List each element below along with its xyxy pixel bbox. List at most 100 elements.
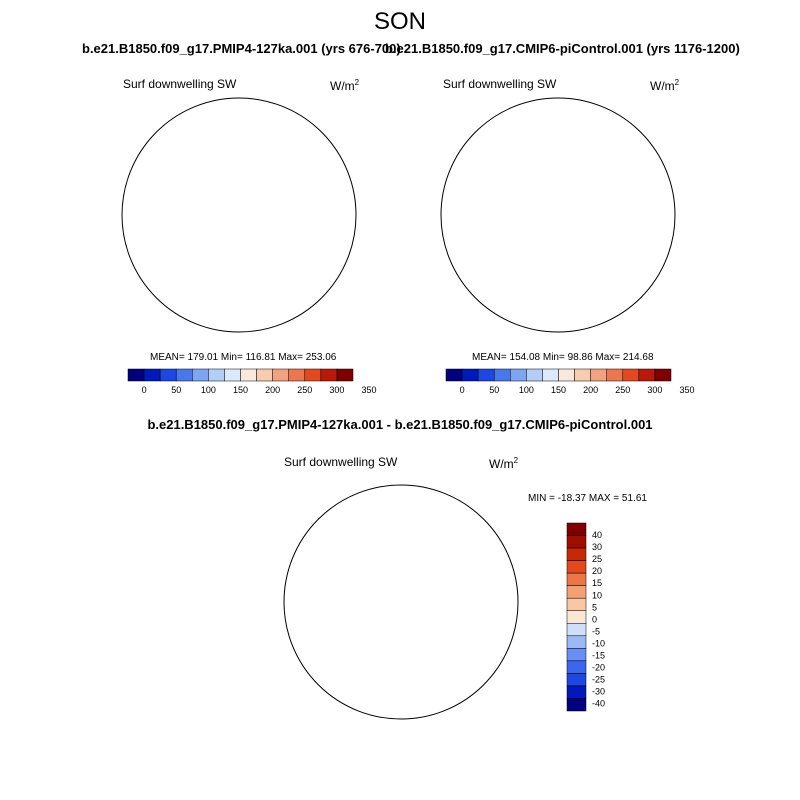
colorbar-swatch xyxy=(127,368,145,382)
colorbar-swatch xyxy=(510,368,527,382)
colorbar-tick-label: 350 xyxy=(362,385,377,395)
colorbar-swatch xyxy=(493,368,511,382)
colorbar-swatch xyxy=(566,635,587,649)
colorbar-swatch xyxy=(288,368,306,382)
field-contour xyxy=(165,127,331,300)
panel-left-stats: MEAN= 179.01 Min= 116.81 Max= 253.06 xyxy=(150,352,337,363)
coastline-peninsula xyxy=(486,199,503,240)
field-contour xyxy=(498,570,505,602)
colorbar-swatch xyxy=(574,368,591,382)
colorbar-tick-label: -10 xyxy=(592,638,605,648)
field-contour xyxy=(588,175,622,246)
field-contour xyxy=(273,220,299,273)
colorbar-tick-label: 0 xyxy=(142,385,147,395)
colorbar-swatch xyxy=(477,368,495,382)
colorbar-tick-label: 40 xyxy=(592,530,602,540)
colorbar-tick-label: 200 xyxy=(265,385,280,395)
colorbar-tick-label: 0 xyxy=(592,614,597,624)
colorbar-tick-label: 0 xyxy=(460,385,465,395)
colorbar-tick-label: 150 xyxy=(233,385,248,395)
colorbar-swatch xyxy=(304,368,322,382)
difference-title: b.e21.B1850.f09_g17.PMIP4-127ka.001 - b.… xyxy=(147,417,653,432)
figure-title: SON xyxy=(373,8,426,35)
colorbar-swatch xyxy=(590,368,607,382)
field-contour xyxy=(417,490,429,510)
colorbar-tick-label: 150 xyxy=(551,385,566,395)
colorbar-swatch xyxy=(638,368,656,382)
difference-stats: MIN = -18.37 MAX = 51.61 xyxy=(528,493,647,504)
colorbar-tick-label: -25 xyxy=(592,675,605,685)
colorbar-tick-label: 50 xyxy=(171,385,181,395)
field-contour xyxy=(324,535,484,676)
coastline xyxy=(167,157,307,284)
coastline xyxy=(329,544,469,671)
colorbar-tick-label: 10 xyxy=(592,590,602,600)
field-contour xyxy=(220,150,320,285)
colorbar-tick-label: 250 xyxy=(615,385,630,395)
colorbar-swatch xyxy=(566,585,587,599)
colorbar-tick-label: 200 xyxy=(583,385,598,395)
colorbar-swatch xyxy=(192,368,209,382)
colorbar-tick-label: 50 xyxy=(489,385,499,395)
colorbar-swatch xyxy=(272,368,289,382)
colorbar-swatch xyxy=(566,660,587,674)
field-contour xyxy=(139,263,339,335)
colorbar-tick-label: -40 xyxy=(592,699,605,709)
colorbar-swatch xyxy=(566,547,587,561)
colorbar-swatch xyxy=(336,368,354,382)
colorbar-swatch xyxy=(566,597,587,611)
colorbar-swatch xyxy=(461,368,479,382)
colorbar-tick-label: 350 xyxy=(680,385,695,395)
colorbar-swatch xyxy=(445,368,463,382)
colorbar-swatch xyxy=(143,368,161,382)
map-border xyxy=(283,484,519,720)
colorbar-tick-label: 100 xyxy=(519,385,534,395)
colorbar-swatch xyxy=(566,648,587,662)
colorbar-swatch xyxy=(566,610,587,624)
colorbar-tick-label: 5 xyxy=(592,602,597,612)
colorbar-tick-label: 25 xyxy=(592,554,602,564)
panel-right-stats: MEAN= 154.08 Min= 98.86 Max= 214.68 xyxy=(472,352,654,363)
colorbar-swatch xyxy=(566,623,587,637)
colorbar-swatch xyxy=(542,368,559,382)
coastline xyxy=(486,157,626,284)
field-contour xyxy=(494,562,507,612)
field-contour xyxy=(450,125,668,321)
field-contour xyxy=(480,137,651,298)
colorbar-swatch xyxy=(606,368,624,382)
colorbar-swatch xyxy=(622,368,640,382)
colorbar-swatch xyxy=(566,522,587,536)
map-difference xyxy=(283,482,521,720)
colorbar-tick-label: 300 xyxy=(647,385,662,395)
colorbar-swatch xyxy=(224,368,241,382)
colorbar-swatch xyxy=(320,368,338,382)
colorbar-swatch xyxy=(256,368,273,382)
colorbar-right: 0 50 100 150 200 250 300 350 xyxy=(445,368,695,395)
panel-right-units: W/m2 xyxy=(650,78,680,93)
panel-right-title: b.e21.B1850.f09_g17.CMIP6-piControl.001 … xyxy=(385,41,740,56)
field-contour xyxy=(441,494,487,532)
colorbar-tick-label: 250 xyxy=(297,385,312,395)
field-base xyxy=(438,95,678,335)
field-contour xyxy=(431,482,521,537)
panel-right-variable-label: Surf downwelling SW xyxy=(443,77,557,91)
panel-left-variable-label: Surf downwelling SW xyxy=(123,77,237,91)
field-base xyxy=(119,95,359,335)
colorbar-swatch xyxy=(175,368,193,382)
colorbar-tick-label: 20 xyxy=(592,566,602,576)
colorbar-swatch xyxy=(526,368,543,382)
colorbar-tick-label: -15 xyxy=(592,651,605,661)
map-border xyxy=(121,97,357,333)
field-contour xyxy=(306,552,319,582)
colorbar-swatch xyxy=(566,673,587,687)
colorbar-swatch xyxy=(558,368,575,382)
colorbar-tick-label: -20 xyxy=(592,663,605,673)
colorbar-tick-label: 100 xyxy=(201,385,216,395)
map-picontrol xyxy=(438,95,678,335)
map-border xyxy=(440,97,676,333)
colorbar-tick-label: 15 xyxy=(592,578,602,588)
colorbar-tick-label: 30 xyxy=(592,542,602,552)
field-contour xyxy=(303,519,498,695)
colorbar-swatch xyxy=(240,368,257,382)
